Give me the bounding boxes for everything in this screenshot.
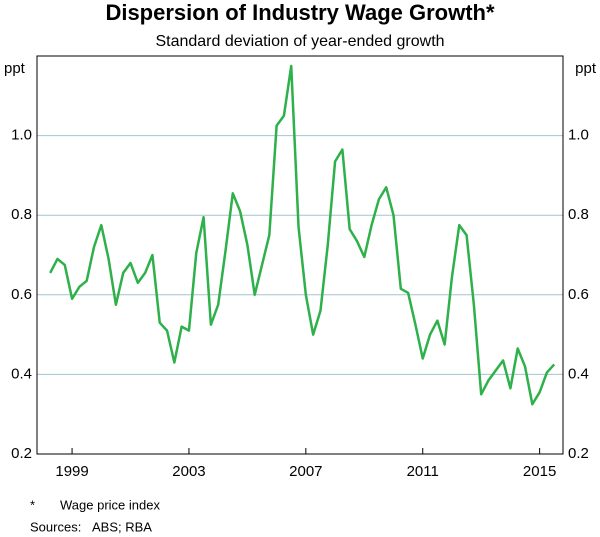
y-tick-label: 0.8: [11, 206, 32, 223]
x-tick-label: 2003: [172, 463, 205, 480]
x-tick-label: 2011: [407, 463, 439, 480]
y2-unit: ppt: [575, 60, 597, 77]
x-tick-label: 2007: [289, 463, 322, 480]
x-tick-label: 1999: [55, 463, 88, 480]
chart-subtitle: Standard deviation of year-ended growth: [155, 33, 444, 50]
data-line: [49, 64, 556, 406]
y2-tick-label: 1.0: [568, 127, 589, 144]
source-text: ABS; RBA: [92, 519, 152, 534]
y-tick-label: 0.2: [11, 445, 32, 462]
chart-title: Dispersion of Industry Wage Growth*: [105, 0, 495, 25]
x-tick-label: 2015: [523, 463, 556, 480]
note-text: Wage price index: [60, 497, 160, 512]
y2-tick-label: 0.4: [568, 365, 589, 382]
y2-tick-label: 0.8: [568, 206, 589, 223]
plot-frame: [36, 55, 564, 455]
y-tick-label: 0.4: [11, 365, 32, 382]
y-unit: ppt: [4, 60, 26, 77]
y-tick-label: 1.0: [11, 127, 32, 144]
y-tick-label: 0.6: [11, 286, 32, 303]
note-marker: *: [30, 497, 35, 512]
y2-tick-label: 0.2: [568, 445, 589, 462]
source-label: Sources:: [30, 519, 81, 534]
y2-tick-label: 0.6: [568, 286, 589, 303]
